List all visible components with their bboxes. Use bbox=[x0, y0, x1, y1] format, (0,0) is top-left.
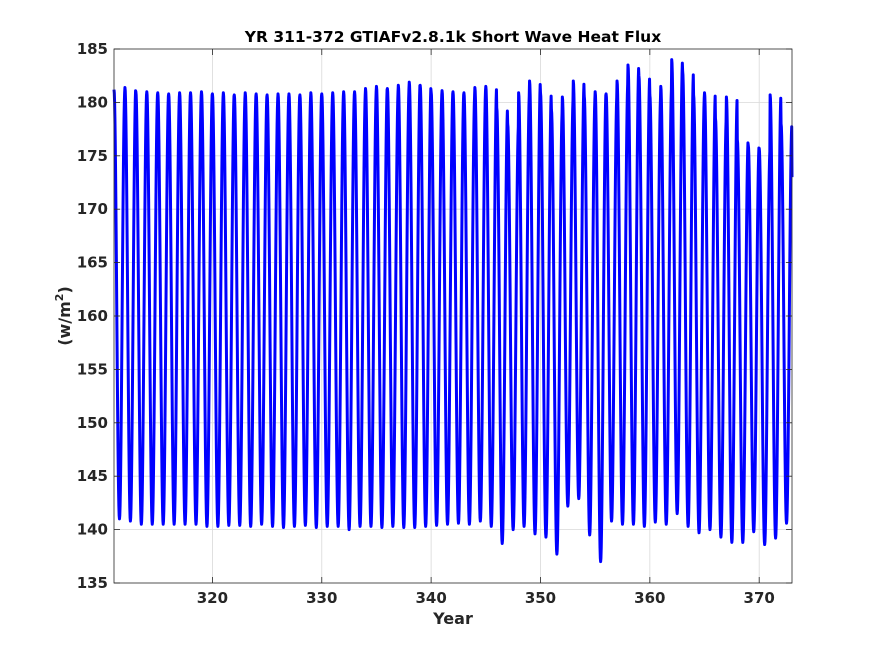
x-tick-label: 370 bbox=[744, 589, 775, 607]
y-tick-label: 170 bbox=[77, 200, 108, 218]
y-tick-label: 145 bbox=[77, 467, 108, 485]
ticks bbox=[114, 48, 792, 584]
y-tick-label: 140 bbox=[77, 521, 108, 539]
y-tick-label: 135 bbox=[77, 574, 108, 592]
tick-labels: 320 330 340 350 360 370 135 140 145 150 155 160 165 1… bbox=[77, 40, 775, 607]
y-tick-label: 165 bbox=[77, 254, 108, 272]
y-tick-label: 155 bbox=[77, 360, 108, 378]
y-axis-label: (w/m2) bbox=[53, 286, 74, 346]
y-tick-label: 160 bbox=[77, 307, 108, 325]
y-tick-label: 180 bbox=[77, 93, 108, 111]
series-group bbox=[112, 58, 794, 564]
y-tick-label: 175 bbox=[77, 147, 108, 165]
x-tick-label: 340 bbox=[415, 589, 446, 607]
y-tick-label: 150 bbox=[77, 414, 108, 432]
series-line bbox=[112, 58, 794, 564]
y-axis-label-superscript: 2 bbox=[53, 294, 66, 302]
x-tick-label: 320 bbox=[197, 589, 228, 607]
x-tick-label: 350 bbox=[525, 589, 556, 607]
x-tick-label: 360 bbox=[634, 589, 665, 607]
y-tick-label: 185 bbox=[77, 40, 108, 58]
x-tick-label: 330 bbox=[306, 589, 337, 607]
y-axis-label-close: ) bbox=[55, 286, 74, 293]
x-axis-label: Year bbox=[432, 609, 473, 628]
chart-title: YR 311-372 GTIAFv2.8.1k Short Wave Heat … bbox=[244, 28, 661, 46]
y-axis-label-main: (w/m bbox=[55, 301, 74, 346]
